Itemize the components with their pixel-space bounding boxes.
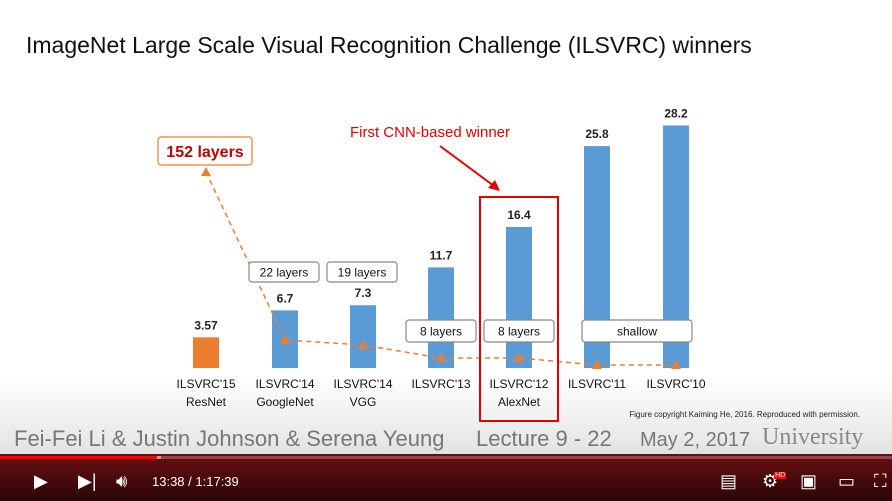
value-label: 16.4 xyxy=(507,208,531,222)
play-icon[interactable]: ▶ xyxy=(34,471,48,491)
footer-lecture: Lecture 9 - 22 xyxy=(476,426,612,451)
subtitles-icon[interactable]: ▤ xyxy=(720,471,738,491)
current-time: 13:38 xyxy=(152,474,185,489)
time-separator: / xyxy=(184,474,196,489)
fullscreen-icon[interactable]: ⛶ xyxy=(874,471,887,491)
value-label: 25.8 xyxy=(585,127,609,141)
category-label: ILSVRC'11 xyxy=(568,377,626,391)
footer-authors: Fei-Fei Li & Justin Johnson & Serena Yeu… xyxy=(14,426,445,451)
layer-label-box xyxy=(483,319,555,343)
layer-label-box xyxy=(326,261,398,283)
category-label: ILSVRC'15 xyxy=(177,377,236,391)
value-label: 11.7 xyxy=(430,248,453,262)
figure-credit: Figure copyright Kaiming He, 2016. Repro… xyxy=(629,410,860,419)
layer-label-box xyxy=(405,319,477,343)
category-label: ILSVRC'12 xyxy=(490,377,549,391)
progress-bar[interactable] xyxy=(0,456,892,459)
layer-marker xyxy=(280,335,290,344)
time-display: 13:38 / 1:17:39 xyxy=(152,474,239,489)
layer-label-box xyxy=(157,136,253,166)
annotation-arrowhead xyxy=(488,180,500,191)
slide-title: ImageNet Large Scale Visual Recognition … xyxy=(26,32,752,58)
volume-icon[interactable]: 🔊︎ xyxy=(116,471,128,491)
chart: 3.57 ILSVRC'15 ResNet 6.7 ILSVRC'14 GoogleNet… xyxy=(157,106,706,422)
miniplayer-icon[interactable]: ▣ xyxy=(800,471,818,491)
layer-label: 8 layers xyxy=(498,324,540,338)
layer-marker xyxy=(436,353,446,362)
value-label: 28.2 xyxy=(664,106,688,120)
settings-icon[interactable]: ⚙HD xyxy=(762,471,787,491)
category-label: ILSVRC'13 xyxy=(412,377,471,391)
next-icon[interactable]: ▶| xyxy=(78,471,97,491)
category-label: GoogleNet xyxy=(256,395,314,409)
annotation-text: First CNN-based winner xyxy=(350,124,510,141)
value-label: 3.57 xyxy=(194,318,218,332)
layer-marker xyxy=(201,167,211,176)
layer-label: 19 layers xyxy=(338,265,387,279)
layer-marker xyxy=(671,360,681,369)
video-controls-bar xyxy=(0,454,892,501)
layer-label: 8 layers xyxy=(420,324,462,338)
category-label: AlexNet xyxy=(498,395,541,409)
value-label: 7.3 xyxy=(355,286,372,300)
category-label: ILSVRC'14 xyxy=(334,377,393,391)
bar xyxy=(428,267,454,368)
layer-label: 22 layers xyxy=(260,265,309,279)
footer-logo: University xyxy=(762,424,864,450)
layer-label: 152 layers xyxy=(166,144,244,161)
layer-label: shallow xyxy=(617,324,657,338)
layer-label-box xyxy=(248,261,320,283)
value-label: 6.7 xyxy=(277,291,294,305)
category-label: ResNet xyxy=(186,395,227,409)
bar xyxy=(506,226,532,368)
bar xyxy=(350,305,376,368)
category-label: VGG xyxy=(350,395,377,409)
layer-label-box xyxy=(581,319,693,343)
bar xyxy=(193,337,219,368)
layer-marker xyxy=(514,353,524,362)
hd-badge: HD xyxy=(774,472,787,479)
alexnet-highlight-box xyxy=(479,196,559,422)
played-bar xyxy=(0,456,157,459)
category-label: ILSVRC'10 xyxy=(647,377,706,391)
annotation-arrow xyxy=(439,145,495,187)
footer-date: May 2, 2017 xyxy=(640,429,751,451)
theater-icon[interactable]: ▭ xyxy=(838,471,856,491)
duration: 1:17:39 xyxy=(195,474,239,489)
layer-marker xyxy=(592,360,602,369)
category-label: ILSVRC'14 xyxy=(256,377,315,391)
layer-marker xyxy=(358,340,368,349)
